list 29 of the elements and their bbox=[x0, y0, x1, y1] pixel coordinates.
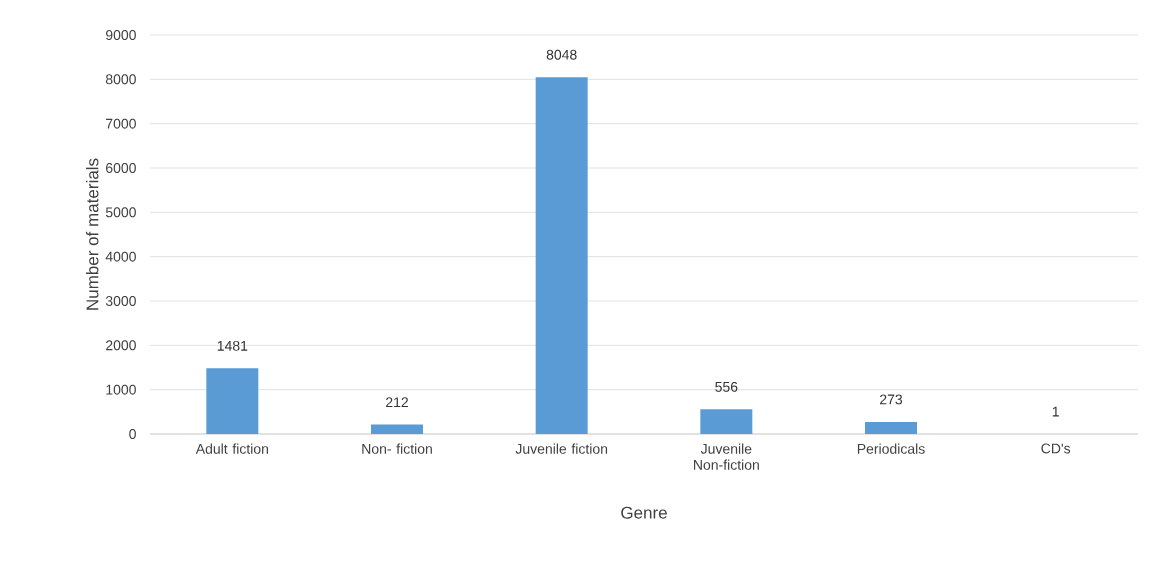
x-tick-label: Non- fiction bbox=[362, 443, 432, 454]
y-tick-label: 5000 bbox=[105, 207, 136, 218]
x-tick-label: Juvenile fiction bbox=[515, 443, 608, 454]
y-tick-label: 0 bbox=[129, 429, 136, 439]
bar bbox=[865, 421, 918, 434]
y-tick-label: 9000 bbox=[105, 30, 136, 40]
data-label: 273 bbox=[880, 394, 903, 405]
x-tick-label: Juvenile Non-fiction bbox=[694, 443, 759, 470]
x-tick-label: CD's bbox=[1041, 443, 1071, 454]
bar bbox=[206, 368, 259, 434]
y-tick-label: 4000 bbox=[105, 251, 136, 262]
y-tick-label: 3000 bbox=[105, 296, 136, 306]
bar bbox=[700, 409, 753, 434]
y-axis-title: Number of materials bbox=[85, 158, 99, 310]
data-label: 1481 bbox=[217, 340, 248, 351]
data-label: 212 bbox=[386, 397, 408, 408]
y-tick-label: 2000 bbox=[106, 340, 136, 351]
bar bbox=[371, 424, 424, 434]
y-tick-label: 6000 bbox=[106, 163, 136, 173]
y-tick-label: 7000 bbox=[106, 118, 136, 129]
y-tick-label: 8000 bbox=[105, 74, 136, 85]
y-tick-label: 1000 bbox=[106, 384, 136, 395]
x-tick-label: Adult fiction bbox=[195, 443, 268, 454]
x-tick-label: Periodicals bbox=[857, 443, 925, 454]
data-label: 556 bbox=[715, 381, 738, 392]
data-label: 1 bbox=[1052, 406, 1059, 417]
x-axis-title: Genre bbox=[621, 506, 667, 519]
bar bbox=[535, 77, 588, 434]
data-label: 8048 bbox=[546, 49, 577, 60]
